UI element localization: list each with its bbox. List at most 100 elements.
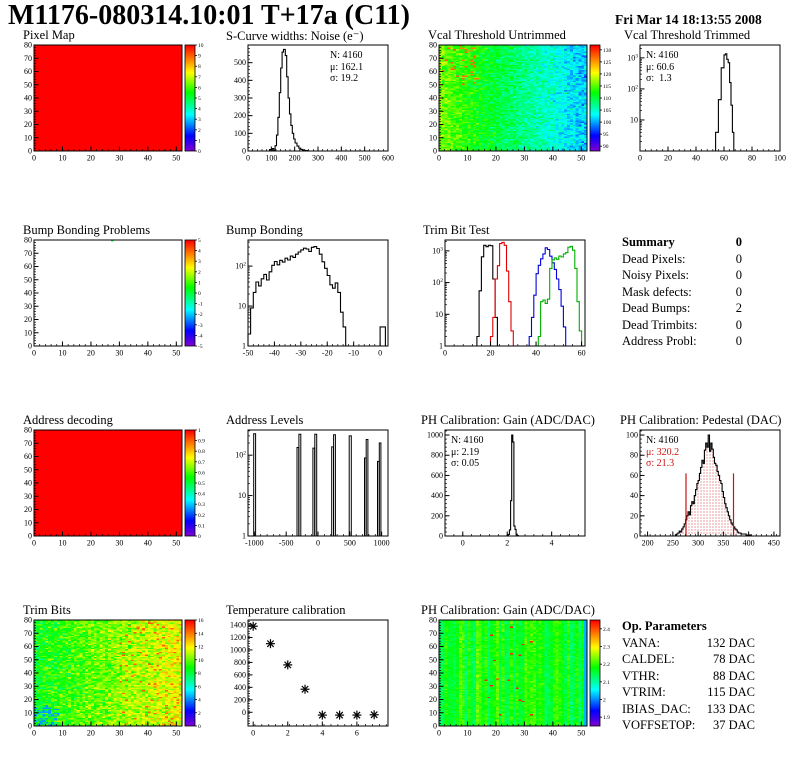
svg-text:0.4: 0.4	[198, 492, 205, 498]
scurve-noise-stat-mu: μ: 162.1	[330, 61, 364, 73]
summary-value: 2	[735, 301, 742, 315]
svg-text:6: 6	[355, 729, 359, 738]
svg-text:600: 600	[382, 154, 394, 163]
trim-bit-test-plot-area: 0 20 40 60 1 10 102 103	[415, 237, 615, 361]
svg-text:0: 0	[433, 722, 437, 731]
svg-text:200: 200	[289, 154, 301, 163]
svg-text:50: 50	[24, 465, 32, 474]
vcal-threshold-untrimmed-heatmap-canvas	[439, 45, 587, 151]
svg-text:800: 800	[431, 451, 443, 460]
svg-text:0: 0	[437, 154, 441, 163]
ph-gain-hist-plot-area: 0 2 4 0 200 400 600 800 1000 N: 4160 μ: 2.19 σ: 0.0…	[415, 427, 615, 551]
ph-pedestal-plot-area: 200 250 300 350 400 450 0 20 40 60 80 100 N: 4160 μ: …	[610, 427, 796, 551]
svg-text:70: 70	[429, 54, 437, 63]
svg-text:70: 70	[429, 629, 437, 638]
summary-row-dead-trimbits: Dead Trimbits: 0	[622, 317, 742, 334]
svg-text:-30: -30	[295, 349, 306, 358]
svg-text:60: 60	[24, 67, 32, 76]
svg-text:10: 10	[58, 154, 66, 163]
vcal-threshold-trimmed-stat-mu: μ: 60.6	[646, 61, 675, 73]
report-timestamp: Fri Mar 14 18:13:55 2008	[615, 12, 762, 27]
op-value: 133 DAC	[706, 701, 755, 716]
svg-text:30: 30	[24, 492, 32, 501]
plot-title: Vcal Threshold Untrimmed	[428, 28, 566, 42]
op-row-voffsetop: VOFFSETOP: 37 DAC	[622, 717, 755, 734]
svg-text:20: 20	[429, 695, 437, 704]
svg-text:0: 0	[461, 539, 465, 548]
svg-text:600: 600	[234, 670, 246, 679]
svg-text:100: 100	[774, 154, 786, 163]
panel-vcal-threshold-untrimmed: Vcal Threshold Untrimmed 0 10 20 30 40 50 0 10 2…	[415, 28, 615, 168]
bump-bonding-problems-heatmap-canvas	[34, 240, 182, 346]
svg-text:0: 0	[634, 532, 638, 541]
svg-text:2.4: 2.4	[603, 627, 610, 633]
svg-text:450: 450	[768, 539, 780, 548]
svg-text:40: 40	[549, 154, 557, 163]
svg-text:200: 200	[234, 695, 246, 704]
svg-text:40: 40	[144, 539, 152, 548]
svg-text:0: 0	[242, 147, 246, 156]
svg-text:40: 40	[429, 94, 437, 103]
address-decoding-heatmap-canvas	[34, 430, 182, 536]
plot-title: Address decoding	[23, 413, 113, 427]
svg-text:10: 10	[429, 708, 437, 717]
svg-text:0.8: 0.8	[198, 449, 205, 455]
svg-text:20: 20	[24, 315, 32, 324]
plot-title: Bump Bonding	[226, 223, 303, 237]
svg-text:40: 40	[692, 154, 700, 163]
svg-text:10: 10	[429, 133, 437, 142]
svg-text:60: 60	[429, 642, 437, 651]
svg-text:30: 30	[520, 154, 528, 163]
op-row-vtrim: VTRIM: 115 DAC	[622, 684, 755, 701]
svg-text:50: 50	[429, 655, 437, 664]
svg-text:300: 300	[692, 539, 704, 548]
svg-text:200: 200	[642, 539, 654, 548]
svg-text:6: 6	[198, 85, 201, 91]
bump-bonding-plot-svg: -50 -40 -30 -20 -10 0 1 10 102	[235, 239, 389, 358]
svg-text:4: 4	[198, 698, 201, 704]
op-value: 88 DAC	[712, 668, 755, 683]
bump-problems-plot-area: 0 10 20 30 40 50 0 10 20 30 40 50 60 70 80 -5 -4 -3 -2 -1 0 1…	[10, 237, 210, 361]
panel-ph-pedestal: PH Calibration: Pedestal (DAC) 200 250 300…	[610, 413, 796, 553]
svg-text:10: 10	[24, 518, 32, 527]
svg-text:600: 600	[431, 471, 443, 480]
svg-text:1: 1	[439, 342, 443, 351]
address-decoding-colorbar	[185, 430, 195, 536]
temperature-calibration-plot-svg: 0 2 4 6 0 200 400 600 800 1000 1200 1400	[230, 619, 389, 738]
op-value: 78 DAC	[712, 652, 755, 666]
svg-text:2: 2	[198, 711, 201, 717]
ph-calibration-gain-hist-stats: N: 4160 μ: 2.19 σ: 0.05	[451, 435, 484, 470]
summary-row-mask-defects: Mask defects: 0	[622, 284, 742, 301]
svg-text:200: 200	[234, 111, 246, 120]
svg-text:120: 120	[603, 72, 612, 78]
op-label: VTHR:	[622, 668, 660, 683]
panel-scurve-noise: S-Curve widths: Noise (e⁻) 0 100 200 300 400…	[218, 28, 418, 168]
ph-calibration-pedestal-plot-svg: 200 250 300 350 400 450 0 20 40 60 80 100	[626, 429, 781, 548]
svg-text:-50: -50	[243, 349, 254, 358]
op-value: 37 DAC	[712, 718, 755, 732]
plot-title: PH Calibration: Gain (ADC/DAC)	[421, 413, 595, 427]
ph-calibration-pedestal-stat-mu: μ: 320.2	[646, 446, 680, 458]
svg-text:-4: -4	[198, 333, 203, 339]
svg-text:50: 50	[577, 154, 585, 163]
svg-text:30: 30	[115, 349, 123, 358]
panel-bump-bonding: Bump Bonding -50 -40 -30 -20 -10 0 1 10 102	[218, 223, 418, 363]
svg-text:60: 60	[578, 349, 586, 358]
op-parameters-header: Op. Parameters	[622, 618, 755, 635]
vcal-untrimmed-plot-area: 0 10 20 30 40 50 0 10 20 30 40 50 60 70 80 90 95 100 105 11…	[415, 42, 615, 166]
svg-text:0: 0	[32, 729, 36, 738]
panel-address-levels: Address Levels -1000 -500 0 500 1000 1 10 102	[218, 413, 418, 553]
panel-temperature-calibration: Temperature calibration 0 2 4 6 0 200 400 600 80…	[218, 603, 418, 743]
svg-text:110: 110	[603, 96, 611, 102]
address-decoding-plot-svg: 0 10 20 30 40 50 0 10 20 30 40 50 60 70 80 0 0.1 0.2 0.3 0.…	[24, 427, 205, 548]
scurve-noise-stat-n: N: 4160	[330, 50, 363, 61]
svg-text:20: 20	[24, 695, 32, 704]
svg-text:1000: 1000	[230, 645, 246, 654]
plot-title: Vcal Threshold Trimmed	[624, 28, 751, 42]
svg-text:102: 102	[627, 84, 638, 93]
panel-pixel-map: Pixel Map 0 10 20 30 40 50 0 10 20 30 40 50 60 70 80 0 1…	[10, 28, 210, 168]
svg-text:80: 80	[630, 451, 638, 460]
summary-label: Dead Bumps:	[622, 301, 691, 315]
summary-title: Summary	[622, 235, 675, 249]
summary-header: Summary 0	[622, 234, 742, 251]
